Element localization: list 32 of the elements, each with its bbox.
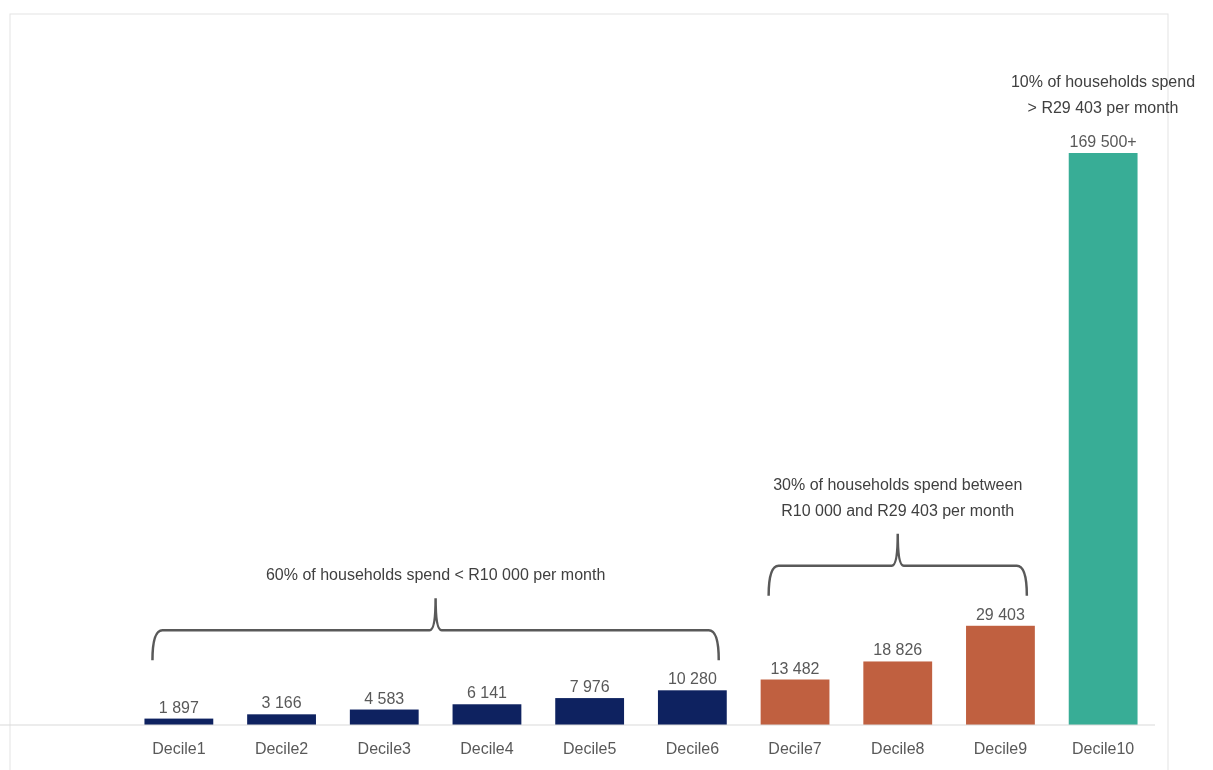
data-label: 7 976 <box>569 678 610 696</box>
data-label: 18 826 <box>873 641 923 659</box>
bar <box>555 698 625 725</box>
bar <box>863 661 933 725</box>
data-label: 3 166 <box>261 694 302 712</box>
data-label: 4 583 <box>364 689 405 707</box>
annotation: 30% of households spend between R10 000 and R29 403 per month <box>773 475 1023 519</box>
data-label: 169 500+ <box>1069 133 1137 150</box>
x-tick-label: Decile1 <box>152 739 206 757</box>
bar <box>452 704 522 725</box>
text: 10% of households spend > R29 403 per month <box>1010 73 1196 116</box>
annotation: 60% of households spend < R10 000 per month <box>265 566 606 584</box>
x-tick-label: Decile5 <box>562 739 617 757</box>
data-label: 6 141 <box>466 684 508 702</box>
bar <box>349 709 419 725</box>
bar <box>1068 153 1138 725</box>
bar <box>760 679 830 725</box>
bar <box>966 625 1035 725</box>
data-label: 29 403 <box>975 605 1026 623</box>
bar <box>657 690 727 725</box>
x-tick-label: Decile6 <box>665 739 720 757</box>
x-tick-label: Decile2 <box>254 739 309 757</box>
data-label: 13 482 <box>770 659 820 677</box>
x-tick-label: Decile8 <box>871 739 925 757</box>
data-label: 10 280 <box>667 670 717 688</box>
x-tick-label: Decile4 <box>460 739 514 757</box>
x-tick-label: Decile9 <box>973 739 1028 757</box>
data-label: 1 897 <box>158 698 199 716</box>
x-tick-label: Decile3 <box>357 739 412 757</box>
x-tick-label: Decile7 <box>768 739 822 757</box>
x-tick-label: Decile10 <box>1072 739 1135 757</box>
bar <box>247 714 316 725</box>
